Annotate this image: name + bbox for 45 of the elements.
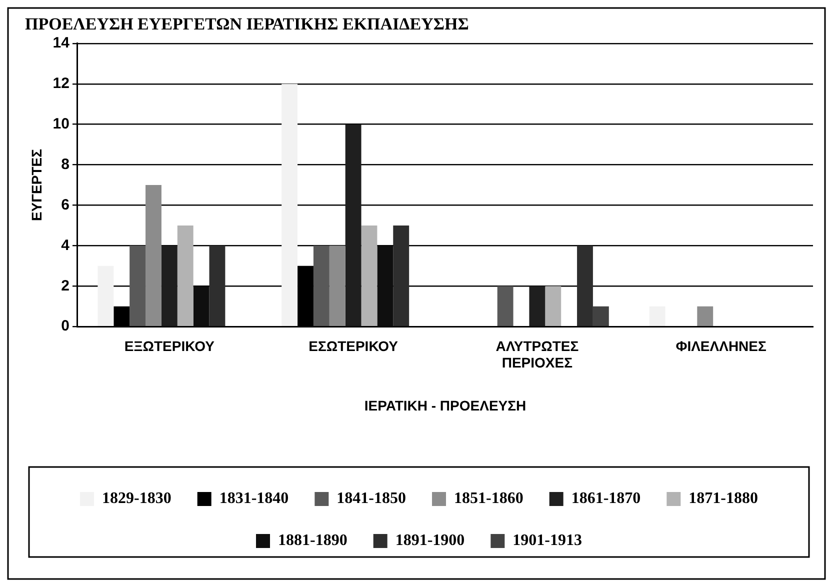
bar	[361, 225, 378, 326]
x-tick-label: ΑΛΥΤΡΩΤΕΣ ΠΕΡΙΟΧΕΣ	[496, 338, 579, 371]
y-tick-label: 14	[52, 34, 70, 52]
bar	[345, 124, 362, 326]
bar	[282, 84, 298, 326]
bar	[577, 246, 593, 326]
bar	[98, 266, 114, 326]
y-tick-label: 10	[52, 115, 70, 132]
chart-title: ΠΡΟΕΛΕΥΣΗ ΕΥΕΡΓΕΤΩΝ ΙΕΡΑΤΙΚΗΣ ΕΚΠΑΙΔΕΥΣΗΣ	[25, 14, 469, 34]
bar	[146, 185, 162, 326]
bar	[529, 286, 546, 326]
bar	[545, 286, 562, 326]
bar	[161, 246, 178, 326]
bar	[393, 225, 410, 326]
x-tick-label: ΦΙΛΕΛΛΗΝΕΣ	[676, 338, 766, 354]
y-axis-title: ΕΥΓΕΡΤΕΣ	[28, 148, 44, 222]
y-tick-label: 6	[61, 196, 70, 214]
legend-label: 1829-1830	[102, 490, 172, 508]
y-tick-label: 0	[61, 318, 70, 335]
bar	[377, 246, 394, 326]
legend-label: 1891-1900	[395, 532, 465, 550]
bar	[177, 225, 194, 326]
bar	[209, 246, 226, 326]
bar	[697, 306, 714, 326]
bar	[193, 286, 210, 326]
legend-label: 1841-1850	[336, 490, 406, 508]
legend-label: 1901-1913	[512, 532, 582, 550]
bar	[592, 306, 609, 326]
y-tick-label: 2	[61, 277, 70, 294]
y-tick-label: 4	[61, 236, 70, 254]
legend-label: 1861-1870	[571, 490, 641, 508]
x-tick-label: ΕΣΩΤΕΡΙΚΟΥ	[308, 338, 399, 354]
bar	[313, 246, 330, 326]
bar	[649, 306, 666, 326]
bar	[329, 246, 346, 326]
y-tick-label: 12	[52, 75, 70, 92]
bar	[130, 246, 146, 326]
y-tick-label: 8	[61, 156, 70, 173]
x-axis-title: ΙΕΡΑΤΙΚΗ - ΠΡΟΕΛΕΥΣΗ	[364, 397, 526, 414]
legend-label: 1831-1840	[219, 490, 289, 508]
legend-label: 1871-1880	[688, 490, 758, 508]
legend-label: 1881-1890	[278, 532, 348, 550]
x-tick-label: ΕΞΩΤΕΡΙΚΟΥ	[124, 338, 216, 354]
bar	[497, 286, 514, 326]
legend-label: 1851-1860	[454, 490, 524, 508]
